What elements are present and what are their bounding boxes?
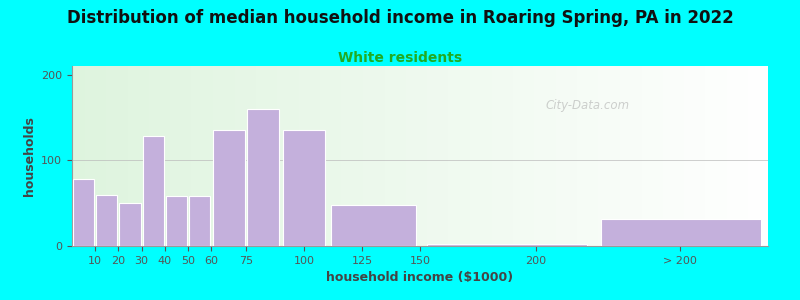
Bar bbox=[601, 219, 761, 246]
Bar bbox=[247, 109, 279, 246]
Bar bbox=[119, 203, 141, 246]
Bar bbox=[142, 136, 164, 246]
Bar bbox=[189, 196, 210, 246]
Bar bbox=[73, 179, 94, 246]
Text: City-Data.com: City-Data.com bbox=[546, 99, 630, 112]
Bar bbox=[282, 130, 326, 246]
Bar bbox=[213, 130, 245, 246]
Bar bbox=[166, 196, 187, 246]
Text: Distribution of median household income in Roaring Spring, PA in 2022: Distribution of median household income … bbox=[66, 9, 734, 27]
Y-axis label: households: households bbox=[22, 116, 35, 196]
Text: White residents: White residents bbox=[338, 51, 462, 65]
Bar bbox=[427, 244, 587, 246]
Bar bbox=[331, 205, 416, 246]
X-axis label: household income ($1000): household income ($1000) bbox=[326, 271, 514, 284]
Bar bbox=[96, 195, 118, 246]
